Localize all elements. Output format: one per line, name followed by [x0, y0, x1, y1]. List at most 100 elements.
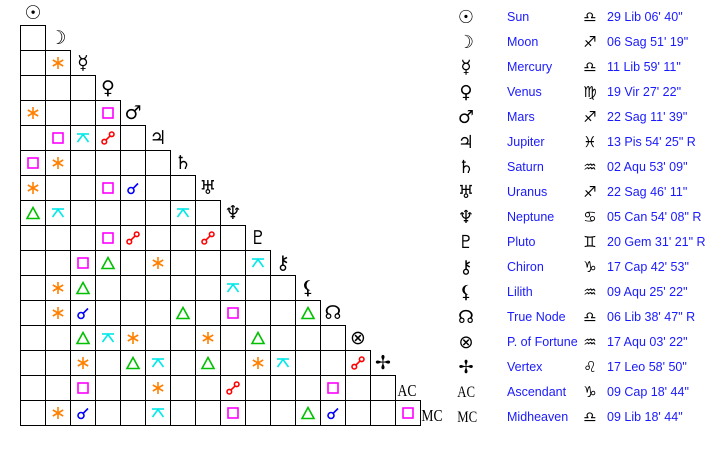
sextile-aspect-icon [52, 407, 64, 419]
lilith-glyph-icon: ⚸ [301, 277, 315, 299]
planet-name-link[interactable]: Neptune [507, 210, 555, 224]
aspect-cell-vertex-venus [95, 350, 121, 376]
zodiac-sign-icon: ♒ [583, 283, 597, 301]
aspect-cell-pluto-moon [45, 225, 71, 251]
planet-name-link[interactable]: Jupiter [507, 135, 545, 149]
aspect-cell-lilith-mars [120, 275, 146, 301]
planet-name-link[interactable]: True Node [507, 310, 566, 324]
zodiac-sign-icon: ♎ [583, 408, 597, 426]
planet-position-link[interactable]: 17 Cap 42' 53" [607, 260, 689, 274]
square-aspect-icon [27, 157, 39, 169]
aspect-cell-vertex-lilith [295, 350, 321, 376]
aspect-cell-neptune-moon [45, 200, 71, 226]
aspect-cell-p-of-fortune-uranus [195, 325, 221, 351]
planet-name-link[interactable]: Moon [507, 35, 539, 49]
aspect-cell-true-node-neptune [220, 300, 246, 326]
planet-glyph-icon: ✢ [458, 357, 474, 378]
aspect-cell-uranus-moon [45, 175, 71, 201]
aspect-cell-true-node-mars [120, 300, 146, 326]
planet-position-link[interactable]: 20 Gem 31' 21" R [607, 235, 705, 249]
planet-glyph-icon: ☿ [460, 57, 472, 78]
aspect-cell-pluto-venus [95, 225, 121, 251]
planet-position-link[interactable]: 29 Lib 06' 40" [607, 10, 683, 24]
planet-name-link[interactable]: Sun [507, 10, 530, 24]
planet-position-link[interactable]: 17 Aqu 03' 22" [607, 335, 688, 349]
planet-position-link[interactable]: 06 Sag 51' 19" [607, 35, 689, 49]
square-aspect-icon [227, 407, 239, 419]
opposition-aspect-icon [101, 131, 115, 145]
aspect-cell-mars-mercury [70, 100, 96, 126]
aspect-cell-chiron-uranus [195, 250, 221, 276]
planet-name-link[interactable]: Lilith [507, 285, 533, 299]
aspect-cell-vertex-true-node [320, 350, 346, 376]
aspect-cell-midheaven-lilith [295, 400, 321, 426]
planet-glyph-icon: ☊ [458, 307, 474, 328]
aspect-cell-neptune-sun [20, 200, 46, 226]
planet-name-link[interactable]: Mars [507, 110, 535, 124]
planet-position-link[interactable]: 13 Pis 54' 25" R [607, 135, 696, 149]
planet-name-link[interactable]: Chiron [507, 260, 544, 274]
planet-name-link[interactable]: Pluto [507, 235, 536, 249]
sextile-aspect-icon [52, 307, 64, 319]
aspect-cell-ascendant-venus [95, 375, 121, 401]
quincunx-aspect-icon [251, 258, 265, 268]
planet-position-link[interactable]: 09 Lib 18' 44" [607, 410, 683, 424]
planet-position-link[interactable]: 17 Leo 58' 50" [607, 360, 687, 374]
aspect-cell-lilith-mercury [70, 275, 96, 301]
uranus-glyph-icon: ♅ [199, 177, 217, 199]
planet-name-link[interactable]: Uranus [507, 185, 548, 199]
planet-position-link[interactable]: 19 Vir 27' 22" [607, 85, 682, 99]
conjunction-aspect-icon [327, 407, 339, 420]
zodiac-sign-icon: ♎ [583, 308, 597, 326]
aspect-cell-ascendant-p-of-fortune [345, 375, 371, 401]
planet-position-link[interactable]: 06 Lib 38' 47" R [607, 310, 696, 324]
aspect-cell-p-of-fortune-saturn [170, 325, 196, 351]
planet-position-link[interactable]: 05 Can 54' 08" R [607, 210, 702, 224]
planet-position-link[interactable]: 02 Aqu 53' 09" [607, 160, 688, 174]
planet-position-link[interactable]: 22 Sag 11' 39" [607, 110, 688, 124]
planet-name-link[interactable]: Venus [507, 85, 542, 99]
aspect-cell-vertex-p-of-fortune [345, 350, 371, 376]
aspect-cell-neptune-jupiter [145, 200, 171, 226]
planet-position-link[interactable]: 09 Cap 18' 44" [607, 385, 689, 399]
p-of-fortune-glyph-icon: ⊗ [350, 327, 366, 349]
planet-glyph-icon: MC [457, 409, 478, 426]
square-aspect-icon [77, 257, 89, 269]
quincunx-aspect-icon [176, 208, 190, 218]
mars-glyph-icon: ♂ [124, 102, 142, 124]
venus-glyph-icon: ♀ [101, 77, 115, 99]
planet-row-ascendant: AC Ascendant ♑ 09 Cap 18' 44" [450, 380, 705, 405]
zodiac-sign-icon: ♐ [583, 108, 597, 126]
planet-glyph-icon: ☉ [457, 7, 475, 28]
aspect-cell-uranus-mercury [70, 175, 96, 201]
aspect-cell-ascendant-sun [20, 375, 46, 401]
planet-position-link[interactable]: 22 Sag 46' 11" [607, 185, 688, 199]
sextile-aspect-icon [52, 157, 64, 169]
aspect-cell-p-of-fortune-sun [20, 325, 46, 351]
planet-name-link[interactable]: Saturn [507, 160, 544, 174]
aspect-grid: ☉ ☽ ☿ ♀ ♂ ♃ ♄ ♅ ♆ ♇ ⚷ ⚸ ☊ ⊗ ✢ AC MC [20, 2, 443, 426]
planet-name-link[interactable]: Vertex [507, 360, 543, 374]
aspect-cell-p-of-fortune-neptune [220, 325, 246, 351]
aspect-cell-vertex-saturn [170, 350, 196, 376]
planet-name-link[interactable]: Ascendant [507, 385, 567, 399]
aspect-cell-true-node-mercury [70, 300, 96, 326]
planet-position-link[interactable]: 09 Aqu 25' 22" [607, 285, 688, 299]
aspect-cell-midheaven-saturn [170, 400, 196, 426]
planet-name-link[interactable]: Mercury [507, 60, 553, 74]
square-aspect-icon [227, 307, 239, 319]
trine-aspect-icon [200, 355, 216, 370]
aspect-cell-chiron-sun [20, 250, 46, 276]
aspect-cell-chiron-jupiter [145, 250, 171, 276]
planet-name-link[interactable]: Midheaven [507, 410, 569, 424]
conjunction-aspect-icon [77, 407, 89, 420]
aspect-cell-ascendant-saturn [170, 375, 196, 401]
quincunx-aspect-icon [151, 358, 165, 368]
planet-glyph-icon: ♃ [457, 132, 475, 153]
planet-position-link[interactable]: 11 Lib 59' 11" [607, 60, 681, 74]
trine-aspect-icon [75, 330, 91, 345]
aspect-cell-ascendant-jupiter [145, 375, 171, 401]
aspect-cell-midheaven-p-of-fortune [345, 400, 371, 426]
planet-name-link[interactable]: P. of Fortune [507, 335, 578, 349]
aspect-cell-true-node-sun [20, 300, 46, 326]
